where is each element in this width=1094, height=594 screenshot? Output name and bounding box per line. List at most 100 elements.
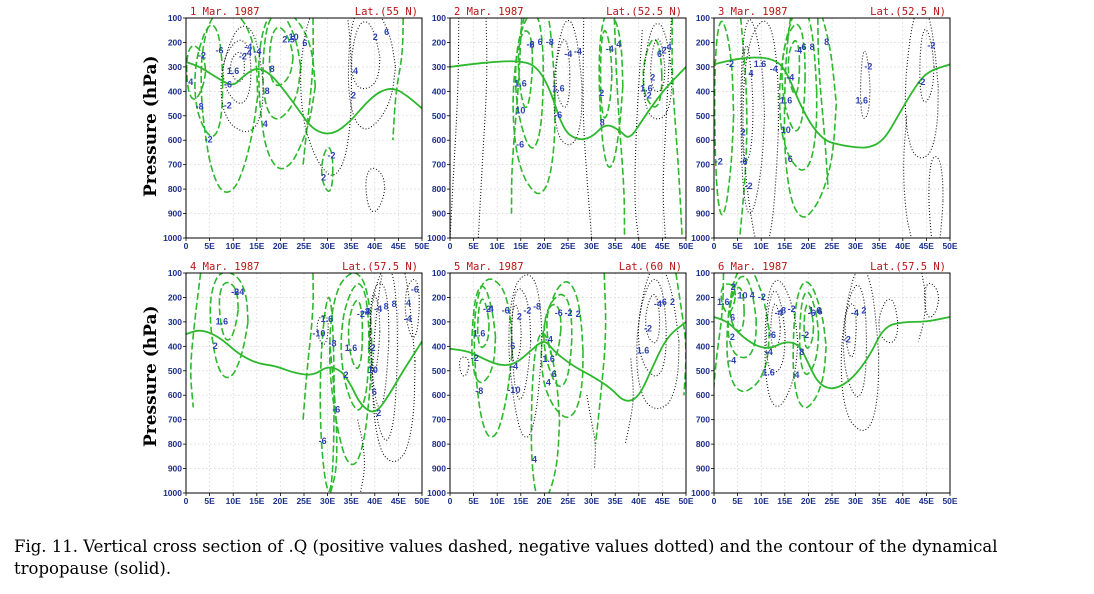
y-tick-label: 800 <box>168 439 182 449</box>
x-tick-label: 5E <box>732 241 743 251</box>
contour-label: 1.6 <box>637 346 650 356</box>
panel-date: 3 Mar. 1987 <box>718 6 788 18</box>
negative-contour <box>903 115 912 238</box>
contour-label: 10 <box>289 32 299 42</box>
negative-contour <box>770 303 781 348</box>
contour-label: -6 <box>768 330 776 340</box>
contour-label: 2 <box>670 297 675 307</box>
contour-label: 1.6 <box>780 96 793 106</box>
positive-contour <box>347 299 364 370</box>
contour-label: -2 <box>745 181 753 191</box>
y-tick-label: 400 <box>168 341 182 351</box>
y-tick-label: 700 <box>696 160 710 170</box>
negative-contour <box>372 273 416 463</box>
x-tick-label: 5E <box>468 241 479 251</box>
panel-3: -4 -4 -6 1.6 8 10 8 6 -2 -2 4 2 1.6 -6 -4 -2 -2 1.6 -2 -2 0 5… <box>688 2 958 254</box>
negative-contour <box>636 273 680 410</box>
contour-label: -2 <box>564 308 572 318</box>
y-tick-label: 1000 <box>163 488 182 498</box>
positive-contour <box>781 23 806 132</box>
negative-contour <box>844 303 857 358</box>
y-tick-label: 600 <box>432 390 446 400</box>
contour-label: -2 <box>864 61 872 71</box>
y-tick-label: 900 <box>432 209 446 219</box>
contour-label: 1.6 <box>345 343 358 353</box>
contour-label: 4 <box>353 66 358 76</box>
x-tick-label: 30E <box>584 241 599 251</box>
tropopause-line <box>186 61 422 135</box>
contour-label: -6 <box>502 305 510 315</box>
x-tick-label: 15E <box>777 241 792 251</box>
negative-contour <box>650 38 666 93</box>
y-tick-label: 100 <box>432 268 446 278</box>
x-tick-label: 35E <box>872 496 887 506</box>
contour-label: 6 <box>384 27 389 37</box>
contour-label: -6 <box>224 80 232 90</box>
y-tick-label: 1000 <box>427 233 446 243</box>
contour-label: 1.6 <box>762 368 775 378</box>
negative-contour <box>637 278 667 377</box>
panel-latitude: Lat.(52.5 N) <box>870 6 946 18</box>
tropopause-line <box>714 56 950 149</box>
y-tick-label: 800 <box>432 439 446 449</box>
positive-contour <box>209 273 249 379</box>
contour-label: 1.6 <box>640 83 653 93</box>
contour-label: -4 <box>244 42 252 52</box>
negative-contour <box>357 419 365 493</box>
y-tick-label: 900 <box>168 209 182 219</box>
positive-contour <box>476 298 490 349</box>
negative-contour <box>643 23 673 120</box>
y-tick-label: 200 <box>432 292 446 302</box>
contour-label: -4 <box>654 299 662 309</box>
x-tick-label: 45E <box>919 496 934 506</box>
contour-label: -4 <box>510 362 518 372</box>
y-tick-label: 500 <box>168 366 182 376</box>
positive-contour <box>540 281 584 419</box>
contour-label: 2 <box>599 88 604 98</box>
y-tick-label: 700 <box>168 415 182 425</box>
x-tick-label: 15E <box>249 241 264 251</box>
x-tick-label: 45E <box>655 241 670 251</box>
x-tick-label: 25E <box>296 496 311 506</box>
y-tick-label: 600 <box>168 390 182 400</box>
contour-label: 4 <box>794 370 799 380</box>
y-tick-label: 100 <box>168 13 182 23</box>
tropopause-line <box>450 60 686 141</box>
y-tick-label: 500 <box>432 366 446 376</box>
x-tick-label: 40E <box>895 496 910 506</box>
figure-caption: Fig. 11. Vertical cross section of .Q (p… <box>14 537 998 578</box>
negative-contour <box>347 18 397 130</box>
contour-label: -6 <box>231 287 239 297</box>
contour-label: -8 <box>778 305 786 315</box>
positive-contour <box>778 18 818 171</box>
contour-label: -2 <box>239 52 247 62</box>
x-tick-label: 20E <box>273 241 288 251</box>
y-tick-label: 300 <box>168 62 182 72</box>
contour-label: 2 <box>213 341 218 351</box>
negative-contour <box>582 18 593 238</box>
positive-contour <box>190 273 202 408</box>
contour-label: 2 <box>861 305 866 315</box>
contour-label: -8 <box>475 386 483 396</box>
positive-contour <box>510 18 523 214</box>
y-tick-label: 1000 <box>163 233 182 243</box>
contour-label: 2 <box>576 309 581 319</box>
contour-label: -6 <box>216 45 224 55</box>
contour-label: 2 <box>650 72 655 82</box>
y-tick-label: 300 <box>696 317 710 327</box>
y-tick-label: 200 <box>168 292 182 302</box>
y-tick-label: 400 <box>168 86 182 96</box>
tropopause-line <box>186 329 422 413</box>
x-tick-label: 25E <box>824 496 839 506</box>
contour-label: -2 <box>367 343 375 353</box>
x-tick-label: 10E <box>490 241 505 251</box>
contour-label: 8 <box>600 118 605 128</box>
y-tick-label: 200 <box>696 292 710 302</box>
contour-label: -4 <box>606 44 614 54</box>
contour-label: 4 <box>406 298 411 308</box>
x-tick-label: 15E <box>513 241 528 251</box>
x-tick-label: 10E <box>226 241 241 251</box>
contour-label: 2 <box>376 408 381 418</box>
contour-label: -4 <box>545 335 553 345</box>
panel-date: 6 Mar. 1987 <box>718 261 788 273</box>
